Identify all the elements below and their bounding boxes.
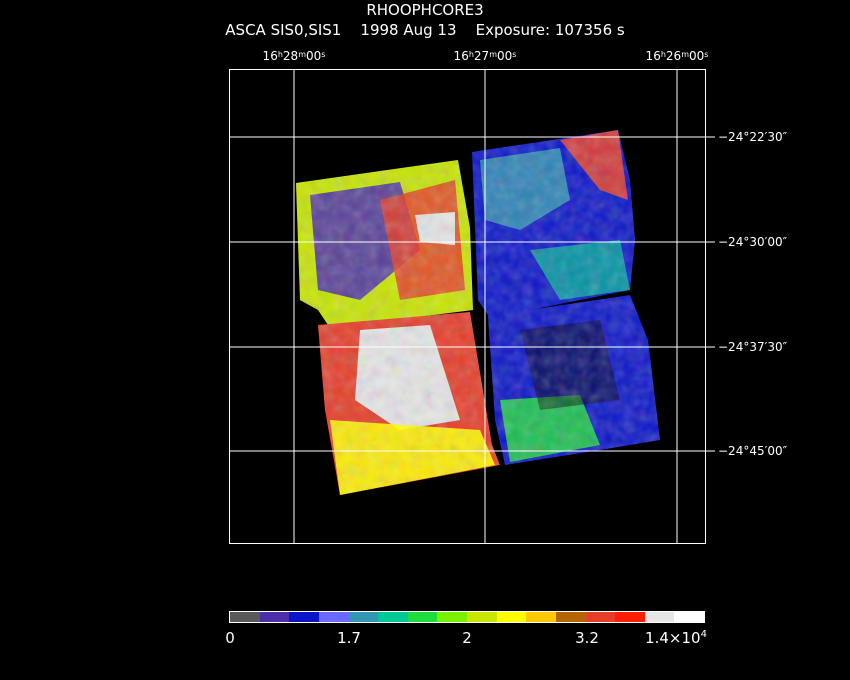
colorbar-segment (496, 612, 527, 622)
colorbar-tick-max: 1.4×104 (645, 629, 707, 647)
colorbar-segment (555, 612, 586, 622)
dec-label-2: −24°30′00″ (718, 235, 788, 249)
coordinate-grid (229, 69, 715, 544)
colorbar-segment (644, 612, 675, 622)
ra-label-1: 16h28m00s (262, 49, 326, 63)
colorbar-segment (407, 612, 438, 622)
colorbar-segment (585, 612, 616, 622)
colorbar-tick-0: 0 (225, 629, 235, 647)
plot-frame (229, 69, 706, 544)
noise-texture (296, 130, 660, 495)
colorbar-tick-3: 3.2 (575, 629, 599, 647)
colorbar-segment (437, 612, 467, 622)
colorbar-segment (230, 612, 260, 622)
colorbar-tick-1: 1.7 (337, 629, 361, 647)
ra-label-2: 16h27m00s (453, 49, 517, 63)
colorbar (229, 611, 705, 623)
dec-label-3: −24°37′30″ (718, 340, 788, 354)
colorbar-segment (526, 612, 556, 622)
sis-image-chips (296, 130, 660, 495)
colorbar-segment (615, 612, 645, 622)
colorbar-tick-2: 2 (462, 629, 472, 647)
colorbar-segment (318, 612, 349, 622)
colorbar-segment (259, 612, 290, 622)
dec-label-4: −24°45′00″ (718, 444, 788, 458)
sky-map (229, 69, 715, 544)
colorbar-segment (674, 612, 704, 622)
observation-subtitle: ASCA SIS0,SIS1 1998 Aug 13 Exposure: 107… (225, 21, 625, 39)
colorbar-segment (289, 612, 319, 622)
image-title: RHOOPHCORE3 (366, 1, 484, 19)
colorbar-segment (467, 612, 497, 622)
colorbar-segment (348, 612, 379, 622)
ra-label-3: 16h26m00s (645, 49, 709, 63)
colorbar-segment (378, 612, 408, 622)
dec-label-1: −24°22′30″ (718, 130, 788, 144)
